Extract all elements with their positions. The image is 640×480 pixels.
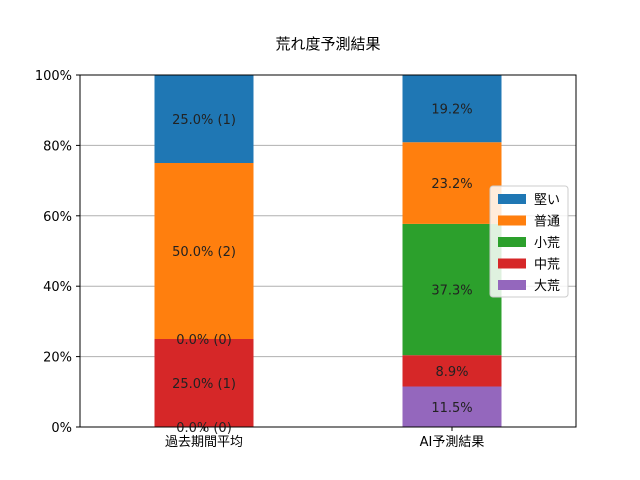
- legend-swatch: [498, 280, 526, 290]
- bar-segment: [402, 355, 502, 387]
- legend-label: 小荒: [534, 236, 560, 251]
- bar-labels: 0.0% (0)25.0% (1)0.0% (0)50.0% (2)25.0% …: [172, 102, 473, 436]
- bar-segment: [154, 163, 254, 339]
- y-tick-label: 80%: [43, 139, 72, 154]
- legend-swatch: [498, 258, 526, 269]
- bar-segment: [402, 142, 502, 224]
- data-label: 8.9%: [435, 365, 468, 380]
- y-tick-label: 100%: [35, 69, 72, 84]
- y-tick-label: 60%: [43, 210, 72, 225]
- x-tick-label: 過去期間平均: [165, 435, 243, 450]
- y-axis: 0% 20% 40% 60% 80% 100%: [35, 69, 80, 436]
- legend-label: 普通: [534, 215, 560, 230]
- data-label: 25.0% (1): [172, 377, 236, 392]
- bars: [154, 74, 502, 427]
- legend-swatch: [498, 194, 526, 204]
- legend-swatch: [498, 215, 526, 226]
- legend-label: 堅い: [534, 193, 560, 208]
- data-label: 37.3%: [431, 284, 472, 299]
- legend-box: [489, 185, 569, 298]
- bar-segment: [402, 74, 502, 143]
- data-label: 23.2%: [431, 177, 472, 192]
- legend-swatch: [498, 237, 526, 247]
- y-tick-label: 0%: [51, 421, 72, 436]
- data-label: 50.0% (2): [172, 245, 236, 260]
- x-tick-label: AI予測結果: [420, 435, 485, 450]
- y-tick-label: 20%: [43, 351, 72, 366]
- y-tick-label: 40%: [43, 280, 72, 295]
- x-axis: 過去期間平均 AI予測結果: [165, 427, 484, 450]
- bar-segment: [402, 223, 502, 356]
- bar-segment: [402, 386, 502, 427]
- plot-frame: [79, 74, 577, 428]
- bar-segment: [154, 339, 254, 427]
- data-label: 0.0% (0): [176, 333, 232, 348]
- data-label: 11.5%: [431, 401, 472, 416]
- bar-segment: [154, 75, 254, 163]
- chart-title: 荒れ度予測結果: [275, 35, 380, 53]
- data-label: 19.2%: [431, 102, 472, 117]
- legend-label: 中荒: [534, 258, 560, 273]
- data-label: 25.0% (1): [172, 113, 236, 128]
- legend-label: 大荒: [534, 279, 560, 294]
